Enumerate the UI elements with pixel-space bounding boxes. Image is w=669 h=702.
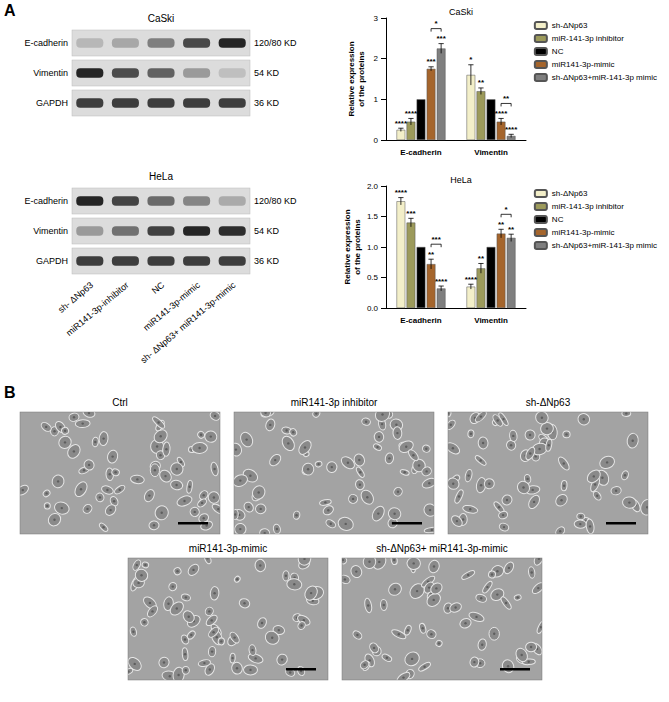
svg-text:***: *** — [436, 34, 446, 43]
svg-text:E-cadherin: E-cadherin — [24, 196, 68, 206]
svg-text:*: * — [505, 205, 509, 214]
svg-text:0.5: 0.5 — [367, 273, 379, 282]
svg-text:****: **** — [465, 275, 478, 284]
svg-text:miR141-3p-mimic: miR141-3p-mimic — [552, 228, 615, 237]
svg-text:miR141-3p-mimic: miR141-3p-mimic — [552, 60, 615, 69]
svg-text:sh-ΔNp63+miR-141-3p mimic: sh-ΔNp63+miR-141-3p mimic — [552, 241, 657, 250]
svg-text:1.5: 1.5 — [367, 212, 379, 221]
svg-text:****: **** — [395, 119, 408, 128]
svg-text:Relative expression: Relative expression — [343, 209, 352, 284]
svg-text:Vimentin: Vimentin — [474, 148, 508, 157]
svg-text:36 KD: 36 KD — [254, 98, 280, 108]
svg-text:**: ** — [478, 254, 485, 263]
svg-text:sh- ΔNp63+ miR141-3p-mimic: sh- ΔNp63+ miR141-3p-mimic — [139, 280, 238, 366]
svg-text:120/80 KD: 120/80 KD — [254, 196, 297, 206]
svg-text:0.0: 0.0 — [367, 304, 379, 313]
svg-text:****: **** — [395, 188, 408, 197]
svg-text:E-cadherin: E-cadherin — [24, 38, 68, 48]
svg-text:Relative expression: Relative expression — [347, 41, 356, 116]
svg-text:of the proteins: of the proteins — [357, 51, 366, 107]
svg-text:sh- ΔNp63: sh- ΔNp63 — [56, 279, 96, 315]
svg-text:NC: NC — [150, 280, 167, 296]
svg-text:36 KD: 36 KD — [254, 256, 280, 266]
svg-text:*: * — [435, 19, 439, 28]
svg-text:GAPDH: GAPDH — [36, 98, 68, 108]
svg-text:54 KD: 54 KD — [254, 68, 280, 78]
svg-text:CaSki: CaSki — [148, 13, 175, 24]
svg-text:HeLa: HeLa — [450, 175, 472, 185]
svg-text:120/80 KD: 120/80 KD — [254, 38, 297, 48]
svg-text:B: B — [4, 384, 16, 401]
svg-text:E-cadherin: E-cadherin — [400, 148, 441, 157]
svg-text:NC: NC — [552, 215, 564, 224]
svg-text:****: **** — [405, 109, 418, 118]
svg-text:3: 3 — [374, 14, 379, 23]
svg-text:miR141-3p-mimic: miR141-3p-mimic — [189, 543, 267, 554]
svg-text:1.0: 1.0 — [367, 243, 379, 252]
svg-text:Ctrl: Ctrl — [112, 397, 128, 408]
svg-text:NC: NC — [552, 47, 564, 56]
svg-text:**: ** — [508, 225, 515, 234]
svg-text:HeLa: HeLa — [149, 171, 173, 182]
svg-text:0: 0 — [374, 136, 379, 145]
svg-text:sh-ΔNp63+miR-141-3p mimic: sh-ΔNp63+miR-141-3p mimic — [552, 73, 657, 82]
svg-text:**: ** — [498, 220, 505, 229]
svg-text:2: 2 — [374, 54, 379, 63]
svg-text:miR141-3p-mimic: miR141-3p-mimic — [141, 280, 202, 333]
svg-text:sh-ΔNp63: sh-ΔNp63 — [526, 397, 571, 408]
svg-text:GAPDH: GAPDH — [36, 256, 68, 266]
svg-text:***: *** — [406, 209, 416, 218]
svg-text:54 KD: 54 KD — [254, 226, 280, 236]
svg-text:sh-ΔNp63+ miR141-3p-mimic: sh-ΔNp63+ miR141-3p-mimic — [376, 543, 507, 554]
svg-text:sh-ΔNp63: sh-ΔNp63 — [552, 21, 588, 30]
svg-text:miR141-3p-inhibitor: miR141-3p-inhibitor — [64, 280, 131, 338]
svg-text:Vimentin: Vimentin — [33, 68, 68, 78]
svg-text:E-cadherin: E-cadherin — [400, 316, 441, 325]
svg-text:Vimentin: Vimentin — [474, 316, 508, 325]
svg-text:****: **** — [505, 125, 518, 134]
svg-text:**: ** — [503, 94, 510, 103]
svg-text:miR-141-3p inhibitor: miR-141-3p inhibitor — [552, 202, 624, 211]
svg-text:of the proteins: of the proteins — [353, 219, 362, 275]
svg-text:A: A — [4, 2, 16, 19]
svg-text:***: *** — [426, 57, 436, 66]
svg-text:2.0: 2.0 — [367, 182, 379, 191]
svg-text:****: **** — [435, 277, 448, 286]
svg-text:*: * — [469, 55, 473, 64]
svg-text:sh-ΔNp63: sh-ΔNp63 — [552, 189, 588, 198]
svg-text:****: **** — [495, 109, 508, 118]
svg-text:**: ** — [478, 78, 485, 87]
svg-text:1: 1 — [374, 95, 379, 104]
svg-text:***: *** — [431, 235, 441, 244]
svg-text:miR-141-3p inhibitor: miR-141-3p inhibitor — [552, 34, 624, 43]
svg-text:miR141-3p inhibitor: miR141-3p inhibitor — [291, 397, 378, 408]
svg-text:Vimentin: Vimentin — [33, 226, 68, 236]
svg-text:CaSki: CaSki — [449, 7, 473, 17]
svg-text:**: ** — [428, 250, 435, 259]
